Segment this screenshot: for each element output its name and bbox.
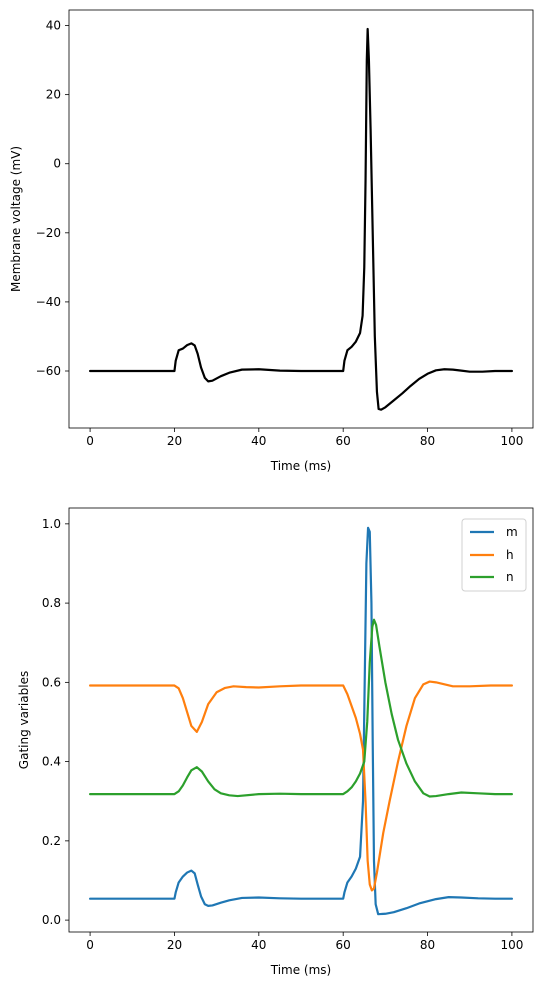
- gating-y-tick-label: 0.0: [42, 913, 61, 927]
- voltage-x-tick-label: 0: [86, 434, 94, 448]
- voltage-series-layer: [88, 27, 514, 411]
- voltage-y-tick-label: 40: [46, 19, 61, 33]
- gating-x-tick-label: 100: [500, 938, 523, 952]
- legend-label-n: n: [506, 570, 514, 584]
- voltage-series-line-0: [88, 27, 514, 411]
- voltage-y-tick-label: −20: [36, 226, 61, 240]
- voltage-y-tick-label: 20: [46, 88, 61, 102]
- gating-x-axis-label: Time (ms): [270, 963, 332, 977]
- gating-x-tick-label: 80: [420, 938, 435, 952]
- gating-y-tick-label: 0.6: [42, 675, 61, 689]
- gating-ticks: 0 20 40 60 80 100 0.0 0.2 0.4 0.6 0.8 1.0: [42, 517, 523, 952]
- voltage-axes-frame: [68, 9, 534, 429]
- gating-x-tick-label: 60: [336, 938, 351, 952]
- voltage-y-tick-label: −60: [36, 364, 61, 378]
- voltage-x-tick-label: 20: [167, 434, 182, 448]
- gating-panel: 0 20 40 60 80 100 0.0 0.2 0.4 0.6 0.8 1.0 Time (ms)…: [17, 507, 534, 977]
- gating-series-layer: [88, 526, 514, 916]
- gating-y-tick-label: 0.8: [42, 596, 61, 610]
- voltage-y-tick-label: −40: [36, 295, 61, 309]
- gating-axes-frame: [68, 507, 534, 933]
- gating-series-line-n: [88, 618, 514, 798]
- voltage-x-axis-label: Time (ms): [270, 459, 332, 473]
- gating-y-tick-label: 0.2: [42, 834, 61, 848]
- voltage-ticks: 0 20 40 60 80 100 −60 −40 −20 0 20 40: [36, 19, 524, 448]
- gating-x-tick-label: 0: [86, 938, 94, 952]
- voltage-x-tick-label: 100: [500, 434, 523, 448]
- gating-y-tick-label: 0.4: [42, 755, 61, 769]
- voltage-panel: 0 20 40 60 80 100 −60 −40 −20 0 20 40 Time (ms) Mem…: [9, 9, 534, 473]
- legend-label-h: h: [506, 548, 514, 562]
- gating-y-tick-label: 1.0: [42, 517, 61, 531]
- legend-label-m: m: [506, 525, 518, 539]
- legend: m h n: [461, 518, 527, 592]
- voltage-y-tick-label: 0: [53, 157, 61, 171]
- gating-series-line-m: [88, 526, 514, 916]
- gating-y-axis-label: Gating variables: [17, 671, 31, 769]
- voltage-x-tick-label: 60: [336, 434, 351, 448]
- gating-series-line-h: [88, 680, 514, 892]
- voltage-x-tick-label: 40: [251, 434, 266, 448]
- voltage-y-axis-label: Membrane voltage (mV): [9, 146, 23, 292]
- voltage-x-tick-label: 80: [420, 434, 435, 448]
- gating-x-tick-label: 20: [167, 938, 182, 952]
- gating-x-tick-label: 40: [251, 938, 266, 952]
